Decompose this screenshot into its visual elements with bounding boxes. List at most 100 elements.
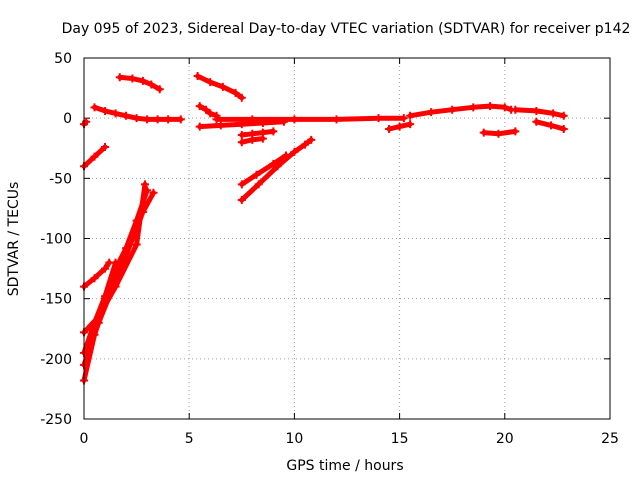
data-point [115, 73, 124, 82]
data-point [486, 102, 495, 111]
series-arc-17 [237, 135, 316, 204]
data-point [90, 103, 99, 112]
data-point [90, 274, 99, 283]
series-track [214, 115, 407, 122]
series-arc-22 [80, 258, 120, 357]
y-tick-label: 0 [63, 111, 72, 127]
data-point [101, 143, 110, 152]
series-arc-7 [385, 120, 415, 133]
data-point [237, 138, 246, 147]
data-point [216, 121, 225, 130]
data-point [532, 117, 541, 126]
y-tick-label: -100 [40, 232, 72, 248]
data-point [138, 76, 147, 85]
data-point [153, 115, 162, 124]
data-point [547, 121, 556, 130]
data-point [237, 93, 246, 102]
series-track [239, 153, 289, 187]
series-track [81, 260, 112, 290]
data-point [494, 129, 503, 138]
data-point [206, 78, 215, 87]
series-track [81, 190, 156, 368]
data-series [80, 72, 568, 385]
data-point [155, 85, 164, 94]
series-arc-16 [237, 151, 290, 189]
data-point [195, 102, 204, 111]
data-point [406, 120, 415, 129]
data-point [532, 106, 541, 115]
data-point [269, 127, 278, 136]
chart-title: Day 095 of 2023, Sidereal Day-to-day VTE… [62, 21, 631, 37]
series-track [197, 103, 220, 119]
data-point [406, 111, 415, 120]
data-point [111, 282, 120, 291]
y-axis-label: SDTVAR / TECUs [6, 182, 22, 297]
data-point [237, 180, 246, 189]
data-point [111, 109, 120, 118]
data-point [143, 115, 152, 124]
data-point [202, 105, 211, 114]
data-point [469, 103, 478, 112]
plot-frame [83, 57, 611, 420]
x-tick-label: 25 [601, 431, 619, 447]
data-point [101, 292, 110, 301]
data-point [248, 135, 257, 144]
x-tick-label: 15 [391, 431, 409, 447]
data-point [448, 105, 457, 114]
data-point [511, 127, 520, 136]
data-point [212, 115, 221, 124]
x-axis-label: GPS time / hours [286, 458, 403, 474]
data-point [237, 131, 246, 140]
data-point [128, 74, 137, 83]
data-point [559, 111, 568, 120]
series-track [239, 137, 314, 203]
data-point [290, 147, 299, 156]
series-arc-9 [479, 127, 520, 138]
data-point [427, 108, 436, 117]
data-point [231, 88, 240, 97]
data-point [290, 115, 299, 124]
series-track [239, 128, 276, 138]
y-tick-label: -150 [40, 292, 72, 308]
y-tick-label: -250 [40, 412, 72, 428]
series-track [81, 260, 119, 356]
data-point [332, 115, 341, 124]
series-arc-1 [90, 103, 185, 124]
series-arc-3 [193, 72, 246, 102]
data-point [132, 114, 141, 123]
x-tick-label: 0 [80, 431, 89, 447]
data-point [141, 180, 150, 189]
data-point [307, 135, 316, 144]
data-point [176, 115, 185, 124]
series-track [407, 103, 514, 119]
y-tick-label: -200 [40, 352, 72, 368]
x-tick-label: 20 [496, 431, 514, 447]
data-point [218, 82, 227, 91]
data-point [300, 140, 309, 149]
series-track [117, 74, 163, 92]
data-point [399, 114, 408, 123]
series-arc-12 [80, 117, 91, 129]
data-point [101, 264, 110, 273]
series-arc-14 [237, 127, 278, 140]
data-point [82, 117, 91, 126]
series-arc-11 [532, 117, 568, 133]
data-point [237, 195, 246, 204]
series-track [512, 107, 567, 119]
series-arc-6 [212, 114, 408, 124]
y-tick-label: -50 [49, 171, 72, 187]
data-point [90, 152, 99, 161]
data-point [258, 134, 267, 143]
data-point [132, 240, 141, 249]
data-point [511, 105, 520, 114]
data-point [254, 180, 263, 189]
data-point [395, 122, 404, 131]
data-point [374, 114, 383, 123]
data-point [206, 109, 215, 118]
data-point [122, 111, 131, 120]
data-point [248, 115, 257, 124]
data-point [385, 124, 394, 133]
data-point [101, 106, 110, 115]
data-point [111, 258, 120, 267]
data-point [269, 159, 278, 168]
